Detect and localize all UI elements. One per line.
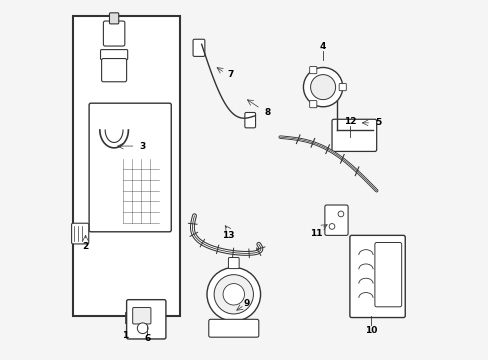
FancyBboxPatch shape <box>374 243 401 307</box>
FancyBboxPatch shape <box>101 50 127 60</box>
FancyBboxPatch shape <box>324 205 347 235</box>
FancyBboxPatch shape <box>309 67 316 74</box>
Text: 9: 9 <box>243 299 249 308</box>
FancyBboxPatch shape <box>102 59 126 82</box>
Text: 1: 1 <box>122 331 128 340</box>
FancyBboxPatch shape <box>126 300 165 339</box>
FancyBboxPatch shape <box>339 84 346 91</box>
Text: 11: 11 <box>309 229 322 238</box>
Text: 3: 3 <box>139 141 145 150</box>
Circle shape <box>303 67 342 107</box>
FancyBboxPatch shape <box>349 235 405 318</box>
FancyBboxPatch shape <box>309 100 316 108</box>
FancyBboxPatch shape <box>208 319 258 337</box>
Text: 10: 10 <box>365 326 377 335</box>
Text: 5: 5 <box>375 118 381 127</box>
FancyBboxPatch shape <box>228 257 239 269</box>
FancyBboxPatch shape <box>73 16 180 316</box>
FancyBboxPatch shape <box>109 13 119 24</box>
FancyBboxPatch shape <box>132 307 151 324</box>
Text: 6: 6 <box>144 334 150 343</box>
Text: 4: 4 <box>319 41 325 50</box>
Circle shape <box>206 267 260 321</box>
Circle shape <box>214 275 253 314</box>
Circle shape <box>137 323 148 334</box>
Circle shape <box>310 75 335 100</box>
Text: 13: 13 <box>222 231 234 240</box>
FancyBboxPatch shape <box>89 103 171 232</box>
Text: 2: 2 <box>82 242 88 251</box>
Circle shape <box>340 132 347 139</box>
FancyBboxPatch shape <box>193 39 204 57</box>
FancyBboxPatch shape <box>244 112 255 128</box>
FancyBboxPatch shape <box>331 119 376 152</box>
Circle shape <box>223 284 244 305</box>
Circle shape <box>337 211 343 217</box>
Circle shape <box>328 224 334 229</box>
FancyBboxPatch shape <box>71 223 88 244</box>
Circle shape <box>362 132 369 139</box>
FancyBboxPatch shape <box>103 21 124 46</box>
Text: 8: 8 <box>264 108 270 117</box>
Text: 12: 12 <box>343 117 355 126</box>
Text: 7: 7 <box>226 70 233 79</box>
